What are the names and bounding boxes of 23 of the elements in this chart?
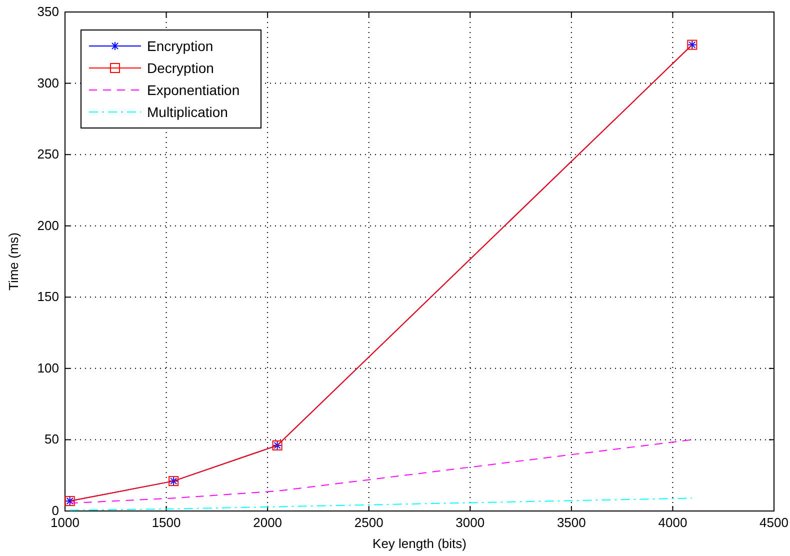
y-tick-label: 250 — [37, 146, 59, 162]
x-tick-label: 1500 — [152, 515, 181, 530]
y-tick-label: 200 — [37, 218, 59, 233]
y-tick-label: 50 — [44, 432, 59, 447]
y-tick-label: 0 — [52, 503, 59, 518]
y-tick-label: 100 — [37, 360, 59, 376]
x-tick-label: 4500 — [760, 515, 788, 530]
y-axis-title: Time (ms) — [6, 232, 21, 291]
x-tick-label: 4000 — [658, 515, 688, 530]
x-tick-label: 3000 — [456, 515, 485, 530]
x-tick-label: 1000 — [50, 515, 80, 530]
legend-label: Encryption — [147, 38, 214, 54]
legend-label: Decryption — [147, 60, 214, 76]
x-axis-title: Key length (bits) — [372, 536, 466, 551]
y-tick-label: 150 — [37, 289, 59, 304]
x-tick-label: 2000 — [253, 515, 282, 530]
y-tick-label: 350 — [37, 4, 59, 19]
y-tick-label: 300 — [37, 75, 59, 90]
x-tick-label: 3500 — [556, 515, 586, 530]
x-tick-label: 2500 — [354, 515, 384, 530]
legend-label: Multiplication — [147, 104, 228, 120]
legend-label: Exponentiation — [147, 82, 240, 98]
line-series — [69, 498, 693, 511]
